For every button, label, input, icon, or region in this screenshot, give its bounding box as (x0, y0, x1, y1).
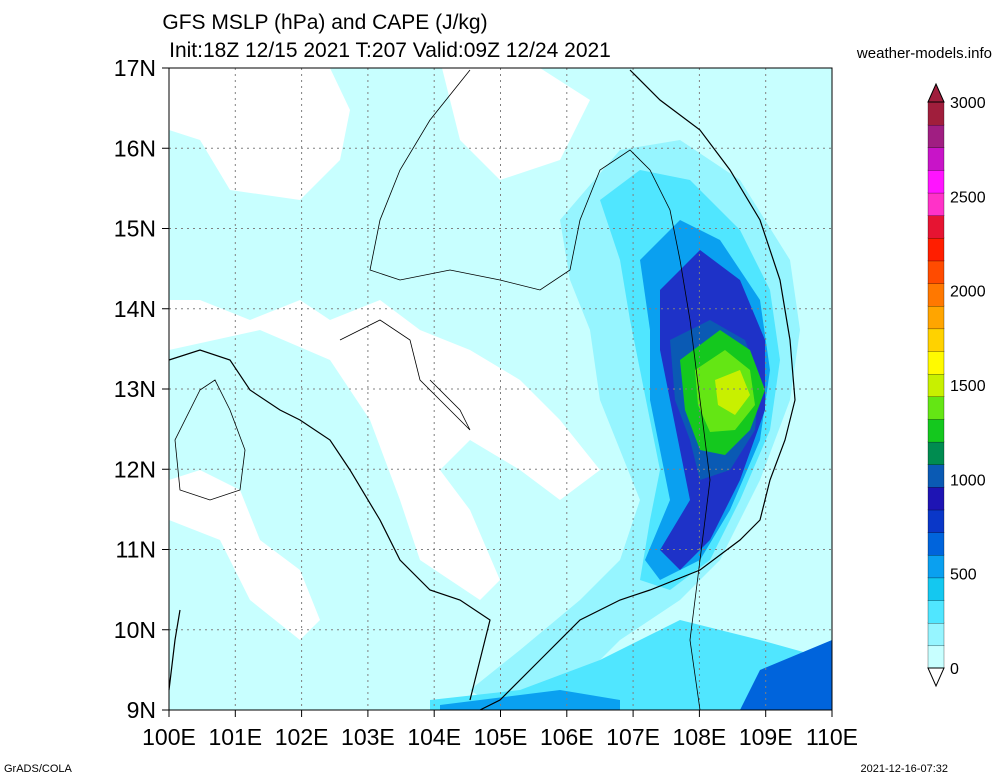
latitude-labels: 17N 16N 15N 14N 13N 12N 11N 10N 9N (114, 55, 169, 723)
lat-label: 14N (114, 296, 156, 322)
cape-south-500 (440, 690, 620, 710)
cape-fill (169, 60, 832, 710)
colorbar-label: 500 (950, 567, 977, 584)
colorbar-swatch (927, 486, 945, 511)
lat-label: 11N (116, 537, 157, 563)
colorbar-swatch (927, 305, 945, 330)
lat-label: 15N (114, 216, 156, 242)
colorbar: 3000 2500 2000 1500 1000 500 0 (927, 82, 986, 688)
colorbar-label: 3000 (950, 95, 986, 112)
footer-right: 2021-12-16-07:32 (860, 763, 948, 775)
colorbar-swatch (927, 328, 945, 352)
lon-label: 104E (407, 724, 461, 750)
colorbar-swatch (927, 373, 945, 397)
colorbar-swatch (927, 577, 945, 601)
colorbar-swatch (927, 282, 945, 307)
coastline-sw (168, 609, 181, 691)
colorbar-swatch (927, 509, 945, 533)
colorbar-label: 2500 (950, 189, 986, 206)
colorbar-label: 1500 (950, 378, 986, 395)
colorbar-swatch (927, 418, 945, 443)
colorbar-swatch (927, 622, 945, 647)
colorbar-swatch (927, 260, 945, 284)
cape-zero-area-center (169, 300, 600, 600)
colorbar-swatch (927, 464, 945, 488)
lat-label: 10N (114, 617, 156, 643)
colorbar-swatch (927, 350, 945, 375)
border-lake (339, 319, 471, 431)
borders (174, 69, 711, 711)
border-east (369, 69, 711, 711)
coastlines (168, 69, 796, 711)
coastline-vietnam (479, 69, 796, 711)
colorbar-bottom-arrow (927, 667, 945, 688)
coastline-gulf (168, 349, 491, 701)
colorbar-label: 2000 (950, 284, 986, 301)
lon-label: 110E (806, 724, 858, 750)
lon-label: 109E (739, 724, 793, 750)
cape-zero-area-sw (169, 470, 320, 640)
colorbar-swatch (927, 124, 945, 148)
site-label: weather-models.info (856, 45, 992, 62)
colorbar-swatch (927, 215, 945, 239)
colorbar-swatch (927, 237, 945, 262)
lat-label: 17N (114, 55, 156, 81)
cape-band-1500 (715, 370, 750, 415)
cape-south-mid (430, 620, 832, 710)
colorbar-swatch (927, 441, 945, 465)
cape-south-east (740, 640, 832, 710)
colorbar-swatch (927, 532, 945, 556)
lon-label: 105E (474, 724, 528, 750)
cape-zero-area-nw (169, 68, 350, 200)
chart-subtitle: Init:18Z 12/15 2021 T:207 Valid:09Z 12/2… (169, 39, 611, 62)
border-west (174, 379, 246, 501)
footer-left: GrADS/COLA (4, 763, 72, 775)
lat-label: 13N (114, 376, 156, 402)
grid-lines (169, 68, 832, 710)
colorbar-swatch (927, 101, 945, 126)
colorbar-swatch (927, 554, 945, 579)
colorbar-swatch (927, 192, 945, 216)
lat-label: 12N (114, 456, 156, 482)
colorbar-swatch (927, 147, 945, 171)
lon-label: 102E (275, 724, 329, 750)
lon-label: 100E (142, 724, 196, 750)
colorbar-swatch (927, 599, 945, 624)
lat-label: 16N (114, 135, 156, 161)
lon-label: 107E (606, 724, 660, 750)
colorbar-swatch (927, 169, 945, 194)
longitude-labels: 100E 101E 102E 103E 104E 105E 106E 107E 108E 109E… (142, 710, 858, 750)
lat-label: 9N (127, 697, 156, 723)
lon-label: 108E (673, 724, 727, 750)
cape-zero-area-n (440, 60, 590, 180)
colorbar-label: 0 (950, 661, 959, 678)
lon-label: 103E (341, 724, 395, 750)
colorbar-swatch (927, 645, 945, 669)
chart-title: GFS MSLP (hPa) and CAPE (J/kg) (162, 11, 488, 34)
colorbar-top-arrow (927, 82, 945, 103)
lon-label: 106E (540, 724, 594, 750)
colorbar-label: 1000 (950, 472, 986, 489)
colorbar-swatch (927, 396, 945, 420)
lon-label: 101E (208, 724, 262, 750)
